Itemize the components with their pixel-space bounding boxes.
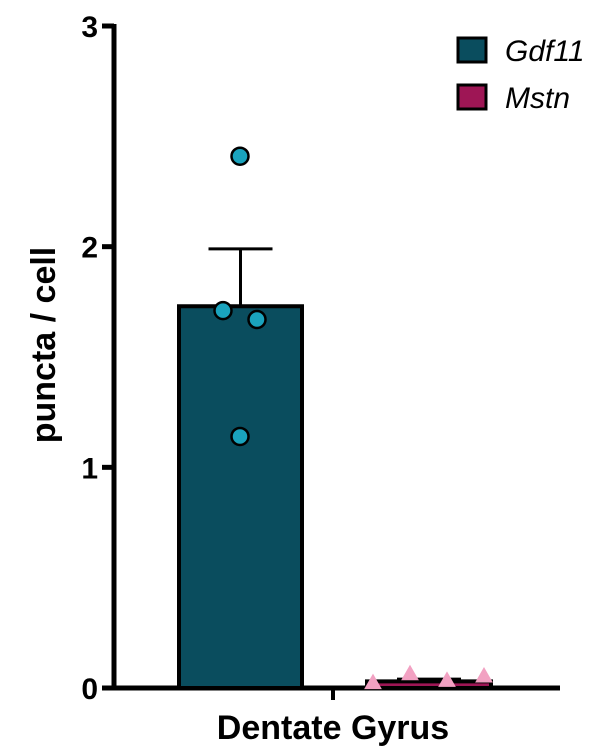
legend-label-gdf11: Gdf11 <box>505 35 585 68</box>
bar-mstn <box>365 679 493 691</box>
data-points <box>213 146 493 690</box>
y-ticks: 0 1 2 3 <box>81 11 114 706</box>
data-point-mstn <box>475 666 493 683</box>
x-axis-label: Dentate Gyrus <box>217 709 449 747</box>
data-point-mstn <box>438 671 456 687</box>
bar-gdf11 <box>177 304 304 690</box>
data-point-mstn <box>364 673 382 690</box>
data-point-gdf11 <box>247 309 267 330</box>
y-axis-label: puncta / cell <box>25 247 63 444</box>
legend-swatch-mstn <box>456 83 488 111</box>
data-point-gdf11 <box>230 426 250 447</box>
y-tick-label: 0 <box>81 673 98 706</box>
data-point-gdf11 <box>213 300 233 321</box>
legend: Gdf11 Mstn <box>456 35 585 115</box>
legend-swatch-gdf11 <box>456 36 488 64</box>
y-tick-label: 2 <box>81 232 98 265</box>
legend-label-mstn: Mstn <box>505 82 570 115</box>
y-tick-label: 3 <box>81 11 98 44</box>
y-tick-label: 1 <box>81 452 98 485</box>
data-point-gdf11 <box>230 146 250 166</box>
data-point-mstn <box>401 664 419 681</box>
